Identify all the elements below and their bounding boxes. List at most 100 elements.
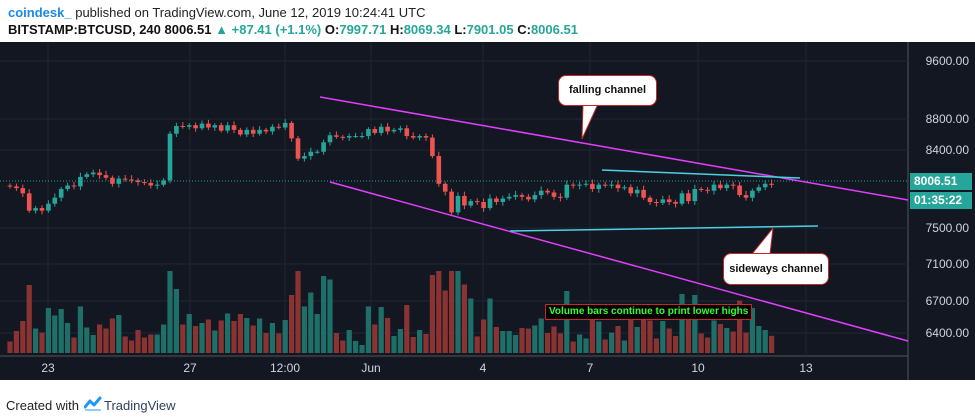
time-tick-labels: 23 27 12:00 Jun 4 7 10 13 (41, 361, 813, 375)
volume-bar (481, 319, 487, 353)
candle-body (570, 184, 576, 186)
price-tick-label: 6700.00 (926, 294, 970, 308)
candle-body (218, 125, 224, 131)
candle-body (622, 187, 627, 189)
sideways-lower-line[interactable] (509, 225, 819, 232)
time-axis[interactable] (0, 356, 908, 380)
volume-bar (353, 341, 359, 353)
volume-bar (263, 333, 269, 353)
change-value: +87.41 (+1.1%) (231, 22, 322, 37)
candle-body (673, 202, 678, 204)
candle-body (174, 125, 179, 134)
candle-body (506, 196, 512, 199)
volume-bar (154, 334, 160, 353)
volume-bar (461, 284, 467, 353)
volume-bar (621, 340, 627, 353)
volume-bar (449, 271, 455, 353)
volume-bar (148, 334, 154, 353)
candle-body (110, 177, 115, 184)
channel-lower-line[interactable] (329, 181, 909, 342)
candle-body (481, 202, 486, 209)
last-value: 8006.51 (164, 22, 212, 37)
up-arrow-icon: ▲ (215, 22, 229, 37)
volume-bar (615, 326, 621, 353)
volume-bar (538, 318, 544, 353)
time-tick-label: 4 (480, 361, 487, 375)
volume-bar (308, 292, 314, 353)
volume-bar (417, 330, 423, 353)
candle-body (71, 185, 77, 187)
candle-body (442, 183, 448, 192)
candle-body (474, 201, 480, 203)
author-name[interactable]: coindesk_ (8, 5, 72, 20)
volume-bar (397, 329, 403, 353)
candle-body (583, 183, 589, 185)
volume-bar (647, 320, 653, 353)
volume-bar (103, 328, 109, 353)
candle-body (711, 184, 717, 191)
candle-body (596, 184, 602, 189)
candle-body (7, 185, 13, 187)
volume-bar (698, 333, 704, 353)
candle-body (641, 189, 646, 198)
sideways-upper-line[interactable] (601, 169, 801, 179)
volume-bar (634, 327, 640, 353)
candle-body (686, 193, 691, 202)
volume-bar (109, 318, 115, 353)
volume-bar (340, 340, 346, 353)
candle-body (199, 123, 205, 129)
candle-body (366, 129, 371, 137)
volume-bar (282, 320, 288, 353)
candle-body (449, 191, 454, 213)
volume-bar (455, 271, 461, 353)
volume-bar (180, 324, 186, 353)
candle-body (756, 187, 762, 191)
tradingview-logo-icon[interactable] (84, 395, 102, 413)
channel-upper-line[interactable] (319, 96, 909, 201)
candle-body (353, 136, 358, 138)
price-chart[interactable]: 9600.00 8800.00 8400.00 7500.00 7100.00 6700.… (0, 42, 975, 392)
falling-channel-callout[interactable]: falling channel (558, 75, 657, 106)
volume-bar (301, 306, 307, 353)
volume-bar (564, 291, 570, 353)
candle-body (378, 126, 384, 133)
volume-bar (365, 306, 371, 353)
volume-bar (442, 290, 448, 353)
volume-bar (673, 336, 679, 353)
candle-body (385, 126, 390, 132)
candle-body (346, 136, 352, 138)
candle-body (122, 178, 128, 180)
candle-body (526, 196, 531, 200)
candle-body (327, 135, 333, 143)
volume-bar (410, 337, 416, 353)
volume-bar (276, 333, 282, 353)
bar-countdown-label: 01:35:22 (910, 192, 972, 209)
volume-bar (84, 327, 90, 353)
volume-bar (762, 330, 768, 353)
candle-body (705, 189, 710, 191)
last-price-label: 8006.51 (910, 173, 972, 190)
volume-note-label[interactable]: Volume bars continue to print lower high… (545, 304, 753, 320)
symbol-info-line: BITSTAMP:BTCUSD, 240 8006.51 ▲ +87.41 (+… (8, 22, 578, 37)
volume-bar (71, 337, 77, 353)
volume-bar (596, 321, 602, 353)
volume-bar (532, 325, 538, 353)
price-tick-label: 9600.00 (926, 54, 970, 68)
candle-body (750, 190, 755, 198)
sideways-channel-callout[interactable]: sideways channel (723, 253, 829, 285)
time-tick-label: 12:00 (270, 361, 300, 375)
tradingview-brand[interactable]: TradingView (104, 398, 176, 413)
volume-bar (26, 285, 32, 353)
publish-line: coindesk_ published on TradingView.com, … (8, 5, 426, 20)
candle-body (551, 192, 557, 197)
price-axis[interactable] (908, 42, 975, 380)
volume-bar (474, 336, 480, 353)
candle-body (679, 193, 685, 204)
volume-bar (705, 337, 711, 353)
volume-bar (65, 323, 71, 353)
candle-body (398, 128, 403, 130)
volume-bar (404, 305, 410, 353)
candle-body (20, 188, 26, 194)
candle-body (289, 122, 294, 139)
candle-body (302, 156, 307, 159)
